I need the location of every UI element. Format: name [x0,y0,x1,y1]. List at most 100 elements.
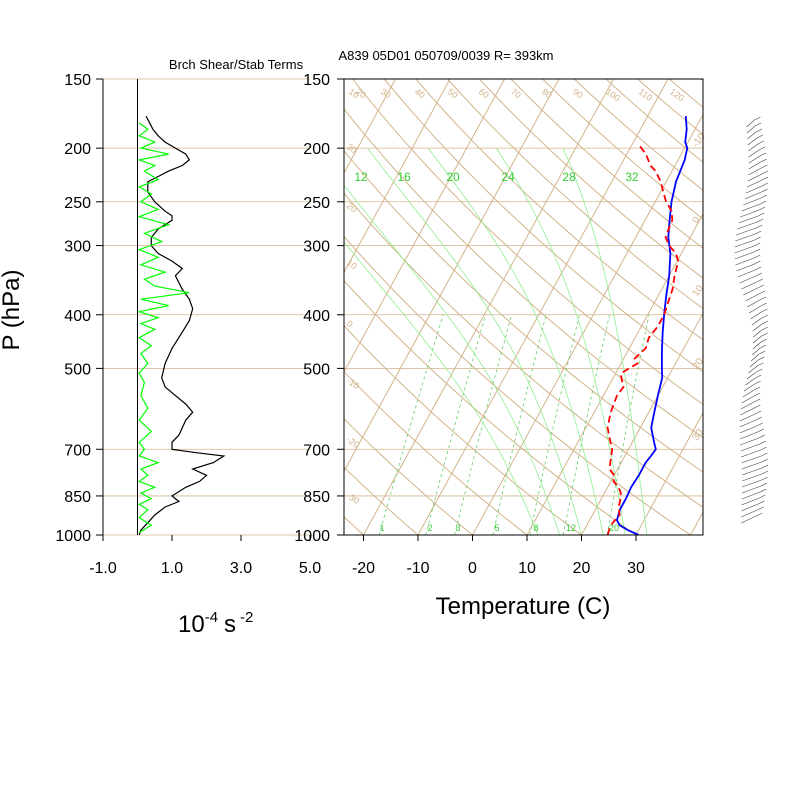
wind-barb-flag [761,464,769,469]
wind-barb-flag [754,260,761,265]
wind-barb [751,347,761,356]
dry-adiabat-edge-label: 30 [345,141,359,155]
wind-barb-flag [760,446,767,451]
wind-barb [741,281,757,290]
wind-barb-flag [758,434,765,439]
wind-barb-flag [754,266,762,271]
dry-adiabat-edge-label: -30 [345,490,361,506]
wind-barb [740,443,760,452]
left-y-tick-label: 500 [64,361,91,378]
wind-barb [736,227,757,236]
wind-barb-flag [753,254,761,259]
wind-barb-flag [755,374,762,379]
wind-barb [743,197,762,206]
isotherm-line [580,312,703,535]
shear-term-line [138,115,226,536]
mixing-ratio-label: 12 [566,523,576,533]
wind-barb [746,179,763,188]
wind-barb [744,191,762,200]
isotherm-line [635,411,703,535]
dry-adiabat-line [541,79,703,220]
mixing-ratio-label: 3 [455,523,460,533]
dry-adiabat-line [344,279,637,535]
isotherm-line [344,79,451,274]
temperature-tick-label: 30 [627,560,645,577]
wind-barb [746,119,755,128]
skewt-plot-area [85,62,800,546]
dry-adiabat-line [383,79,703,373]
wind-barb-flag [757,362,764,367]
dry-adiabat-line [510,79,703,249]
moist-adiabat-line [496,147,626,535]
wind-barb-flag [755,128,763,133]
wind-barb-flag [756,278,763,283]
skewt-frame [343,78,704,536]
wind-barb-flag [761,476,768,481]
wind-barb-flag [759,200,767,205]
wind-barb-flag [754,410,762,415]
wind-barb [745,377,756,386]
wind-barb-flag [754,116,761,121]
wind-barb-flag [761,182,769,187]
wind-barb-flag [760,338,768,343]
wind-barb [738,215,759,224]
moist-adiabat-line [344,241,539,535]
units-label: 10-4 s -2 [178,609,253,638]
isotherm-line [471,113,703,535]
dry-adiabat-edge-label: 10 [345,257,359,271]
wind-barb-flag [761,314,768,319]
isotherm-line [739,62,800,546]
wind-barb [743,383,755,392]
left-y-tick-label: 1000 [55,528,91,545]
wind-barb [739,431,758,440]
wind-barb-flag [756,422,763,427]
isotherm-edge-label: 30 [690,427,706,443]
wind-barb-flag [753,392,761,397]
right-y-tick-label: 1000 [294,528,330,545]
dry-adiabat-line [344,371,528,535]
isotherm-edge-label: 20 [690,356,706,372]
wind-barb [747,131,757,140]
moist-adiabat-label: 32 [625,170,639,184]
dry-adiabat-label: 20 [354,86,368,100]
mixing-ratio-label: 20 [609,523,619,533]
wind-barb-flag [758,500,765,505]
right-y-tick-label: 300 [303,239,330,256]
moist-adiabat-label: 20 [446,170,460,184]
wind-barb [752,341,762,350]
dry-adiabat-edge-label: 0 [345,318,355,329]
wind-barb-flag [760,158,767,163]
wind-barb-flag [760,488,767,493]
dry-adiabat-line [605,79,703,163]
wind-barb [752,323,763,332]
mixing-ratio-line [378,314,444,535]
dry-adiabat-label: 10 [347,86,361,100]
isotherm-line [344,79,397,174]
isotherm-line [526,212,703,535]
wind-barb-flag [756,134,764,139]
wind-barb [735,257,755,266]
wind-barb [741,455,762,464]
mixing-ratio-label: 5 [494,523,499,533]
wind-barb [750,353,760,362]
left-x-tick-label: 3.0 [230,560,252,577]
wind-barb-flag [754,386,761,391]
wind-barb [739,413,756,422]
wind-barb-flag [757,506,764,511]
dry-adiabat-line [344,149,703,473]
wind-barb [748,305,761,314]
text-layer: Brch Shear/Stab Terms A839 05D01 050709/… [0,48,610,638]
wind-barb [741,515,757,524]
wind-barb [748,149,760,158]
wind-barb-flag [761,470,769,475]
wind-barb-flag [754,236,761,241]
left-y-tick-label: 850 [64,489,91,506]
isotherm-line [85,62,351,546]
wind-barb-flag [754,122,762,127]
wind-barb [737,269,756,278]
moist-adiabat-line [427,147,604,535]
temperature-profile-line [615,116,689,535]
isotherm-line [344,79,560,473]
wind-barb-flag [761,176,769,181]
